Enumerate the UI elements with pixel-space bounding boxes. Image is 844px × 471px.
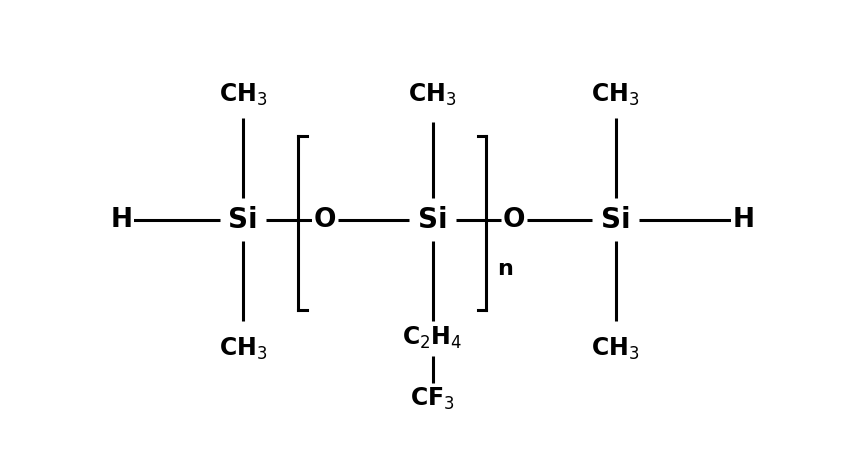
Text: H: H xyxy=(111,207,133,233)
Text: n: n xyxy=(496,259,512,279)
Text: Si: Si xyxy=(228,206,257,234)
Text: C$_2$H$_4$: C$_2$H$_4$ xyxy=(403,325,463,351)
Text: CH$_3$: CH$_3$ xyxy=(219,335,267,362)
Text: Si: Si xyxy=(601,206,630,234)
Text: CH$_3$: CH$_3$ xyxy=(592,81,640,108)
Text: CF$_3$: CF$_3$ xyxy=(410,386,455,412)
Text: Si: Si xyxy=(418,206,447,234)
Text: H: H xyxy=(733,207,755,233)
Text: CH$_3$: CH$_3$ xyxy=(219,81,267,108)
Text: CH$_3$: CH$_3$ xyxy=(408,81,457,108)
Text: O: O xyxy=(503,207,526,233)
Text: CH$_3$: CH$_3$ xyxy=(592,335,640,362)
Text: O: O xyxy=(313,207,336,233)
